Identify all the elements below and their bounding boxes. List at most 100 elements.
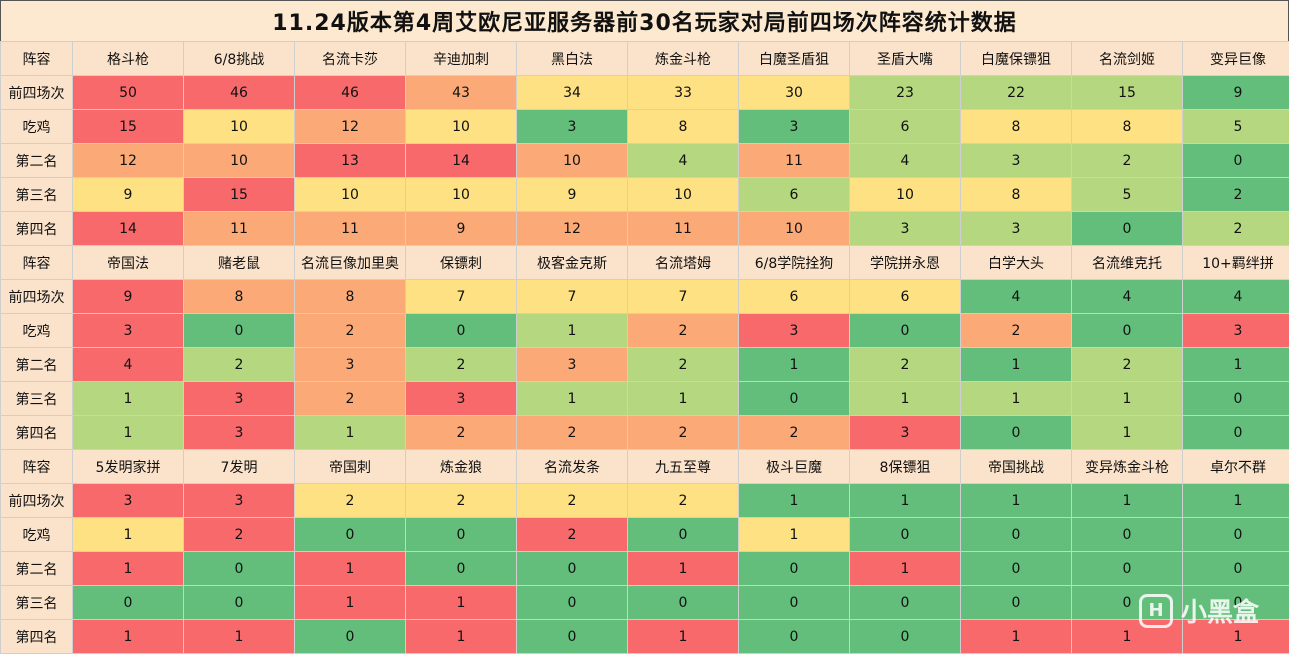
value-cell: 0 (1183, 586, 1289, 620)
comp-name: 保镖刺 (406, 246, 517, 280)
value-cell: 8 (628, 110, 739, 144)
value-cell: 1 (406, 620, 517, 654)
value-cell: 1 (295, 552, 406, 586)
value-cell: 2 (406, 348, 517, 382)
value-cell: 10 (739, 212, 850, 246)
value-cell: 2 (628, 416, 739, 450)
value-cell: 0 (739, 552, 850, 586)
value-cell: 3 (184, 382, 295, 416)
comp-name: 10+羁绊拼 (1183, 246, 1289, 280)
value-cell: 2 (406, 416, 517, 450)
value-cell: 2 (628, 348, 739, 382)
row-label: 前四场次 (1, 280, 73, 314)
comp-name: 变异炼金斗枪 (1072, 450, 1183, 484)
value-cell: 1 (73, 416, 184, 450)
comp-name: 名流巨像加里奥 (295, 246, 406, 280)
value-cell: 0 (850, 314, 961, 348)
value-cell: 13 (295, 144, 406, 178)
value-cell: 11 (628, 212, 739, 246)
value-cell: 3 (517, 348, 628, 382)
value-cell: 3 (739, 110, 850, 144)
row-label: 前四场次 (1, 76, 73, 110)
value-cell: 1 (1183, 620, 1289, 654)
row-label: 第三名 (1, 178, 73, 212)
row-label: 吃鸡 (1, 110, 73, 144)
value-cell: 6 (739, 280, 850, 314)
value-cell: 3 (406, 382, 517, 416)
value-cell: 1 (739, 518, 850, 552)
value-cell: 0 (517, 586, 628, 620)
value-cell: 0 (1072, 212, 1183, 246)
value-cell: 2 (517, 518, 628, 552)
comp-name: 卓尔不群 (1183, 450, 1289, 484)
row-label: 第二名 (1, 144, 73, 178)
value-cell: 1 (406, 586, 517, 620)
row-label: 第二名 (1, 552, 73, 586)
comp-name: 帝国挑战 (961, 450, 1072, 484)
value-cell: 1 (961, 620, 1072, 654)
value-cell: 1 (739, 348, 850, 382)
row-label: 第二名 (1, 348, 73, 382)
value-cell: 7 (406, 280, 517, 314)
value-cell: 9 (517, 178, 628, 212)
value-cell: 0 (295, 518, 406, 552)
value-cell: 2 (1183, 212, 1289, 246)
value-cell: 7 (628, 280, 739, 314)
value-cell: 15 (1072, 76, 1183, 110)
value-cell: 0 (1183, 144, 1289, 178)
value-cell: 0 (1072, 518, 1183, 552)
value-cell: 4 (628, 144, 739, 178)
comp-name: 炼金狼 (406, 450, 517, 484)
value-cell: 0 (961, 586, 1072, 620)
value-cell: 10 (406, 110, 517, 144)
value-cell: 0 (1183, 552, 1289, 586)
value-cell: 0 (850, 620, 961, 654)
value-cell: 6 (739, 178, 850, 212)
value-cell: 11 (184, 212, 295, 246)
value-cell: 2 (517, 416, 628, 450)
comp-name: 炼金斗枪 (628, 42, 739, 76)
value-cell: 1 (73, 382, 184, 416)
value-cell: 8 (961, 178, 1072, 212)
row-label: 第三名 (1, 586, 73, 620)
value-cell: 10 (517, 144, 628, 178)
value-cell: 1 (517, 314, 628, 348)
value-cell: 3 (850, 212, 961, 246)
value-cell: 10 (850, 178, 961, 212)
comp-name: 名流维克托 (1072, 246, 1183, 280)
value-cell: 7 (517, 280, 628, 314)
value-cell: 2 (628, 484, 739, 518)
header-label: 阵容 (1, 450, 73, 484)
value-cell: 9 (73, 280, 184, 314)
value-cell: 3 (184, 484, 295, 518)
value-cell: 2 (850, 348, 961, 382)
row-label: 吃鸡 (1, 314, 73, 348)
value-cell: 0 (184, 552, 295, 586)
value-cell: 4 (961, 280, 1072, 314)
value-cell: 1 (1072, 484, 1183, 518)
value-cell: 11 (295, 212, 406, 246)
value-cell: 6 (850, 110, 961, 144)
comp-name: 学院拼永恩 (850, 246, 961, 280)
value-cell: 0 (1072, 586, 1183, 620)
value-cell: 30 (739, 76, 850, 110)
value-cell: 0 (850, 586, 961, 620)
value-cell: 9 (1183, 76, 1289, 110)
comp-name: 名流卡莎 (295, 42, 406, 76)
value-cell: 1 (73, 552, 184, 586)
value-cell: 0 (406, 552, 517, 586)
value-cell: 1 (1072, 382, 1183, 416)
value-cell: 43 (406, 76, 517, 110)
value-cell: 1 (850, 552, 961, 586)
value-cell: 0 (295, 620, 406, 654)
comp-name: 白学大头 (961, 246, 1072, 280)
comp-name: 7发明 (184, 450, 295, 484)
value-cell: 0 (961, 416, 1072, 450)
value-cell: 1 (961, 348, 1072, 382)
value-cell: 2 (1183, 178, 1289, 212)
